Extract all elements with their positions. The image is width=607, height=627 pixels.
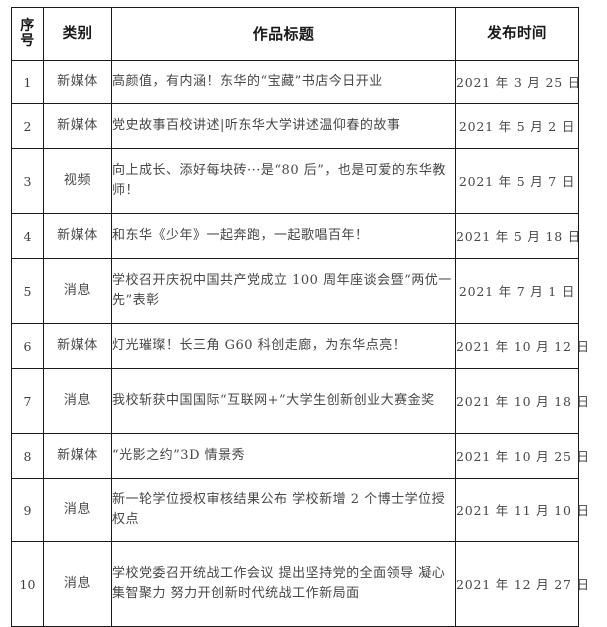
cell-index: 3 xyxy=(11,148,44,214)
table-body: 1 新媒体 高颜值，有内涵！东华的“宝藏”书店今日开业 2021 年 3 月 2… xyxy=(11,60,589,627)
table-row: 3 视频 向上成长、添好每块砖···是“80 后”，也是可爱的东华教师！ 202… xyxy=(11,148,579,214)
cell-category: 新媒体 xyxy=(43,103,112,149)
cell-index: 4 xyxy=(11,213,44,259)
column-header-index-line2: 号 xyxy=(20,33,35,49)
table-row: 8 新媒体 “光影之约”3D 情景秀 2021 年 10 月 25 日 xyxy=(11,433,589,479)
cell-title: 高颜值，有内涵！东华的“宝藏”书店今日开业 xyxy=(111,60,456,104)
cell-title: 学校召开庆祝中国共产党成立 100 周年座谈会暨“两优一先”表彰 xyxy=(111,258,456,324)
table-row: 7 消息 我校斩获中国国际“互联网+”大学生创新创业大赛金奖 2021 年 10… xyxy=(11,368,589,434)
table-header-row: 序 号 类别 作品标题 发布时间 xyxy=(11,7,579,61)
cell-category: 视频 xyxy=(43,148,112,214)
cell-index: 2 xyxy=(11,103,44,149)
table-row: 6 新媒体 灯光璀璨！长三角 G60 科创走廊，为东华点亮！ 2021 年 10… xyxy=(11,323,589,369)
works-list-table: 序 号 类别 作品标题 发布时间 1 新媒体 高颜值，有内涵！东华的“宝藏”书店… xyxy=(11,7,589,627)
cell-date: 2021 年 12 月 27 日 xyxy=(455,541,589,627)
cell-index: 8 xyxy=(11,433,44,479)
cell-title: 向上成长、添好每块砖···是“80 后”，也是可爱的东华教师！ xyxy=(111,148,456,214)
cell-category: 消息 xyxy=(43,368,112,434)
cell-category: 消息 xyxy=(43,258,112,324)
cell-date: 2021 年 5 月 2 日 xyxy=(455,103,579,149)
cell-date: 2021 年 10 月 18 日 xyxy=(455,368,589,434)
cell-index: 5 xyxy=(11,258,44,324)
cell-category: 消息 xyxy=(43,478,112,542)
cell-date: 2021 年 10 月 25 日 xyxy=(455,433,589,479)
cell-title: 我校斩获中国国际“互联网+”大学生创新创业大赛金奖 xyxy=(111,368,456,434)
cell-index: 1 xyxy=(11,60,44,104)
cell-title: 灯光璀璨！长三角 G60 科创走廊，为东华点亮！ xyxy=(111,323,456,369)
cell-index: 9 xyxy=(11,478,44,542)
cell-category: 新媒体 xyxy=(43,433,112,479)
cell-category: 消息 xyxy=(43,541,112,627)
cell-category: 新媒体 xyxy=(43,323,112,369)
cell-index: 10 xyxy=(11,541,44,627)
cell-title: 党史故事百校讲述|听东华大学讲述温仰春的故事 xyxy=(111,103,456,149)
cell-date: 2021 年 3 月 25 日 xyxy=(455,60,580,104)
cell-category: 新媒体 xyxy=(43,213,112,259)
cell-title: 和东华《少年》一起奔跑，一起歌唱百年！ xyxy=(111,213,456,259)
table-row: 10 消息 学校党委召开统战工作会议 提出坚持党的全面领导 凝心集智聚力 努力开… xyxy=(11,541,589,627)
cell-index: 7 xyxy=(11,368,44,434)
cell-date: 2021 年 7 月 1 日 xyxy=(455,258,579,324)
column-header-index: 序 号 xyxy=(11,7,44,61)
cell-date: 2021 年 5 月 7 日 xyxy=(455,148,579,214)
document-page: 序 号 类别 作品标题 发布时间 1 新媒体 高颜值，有内涵！东华的“宝藏”书店… xyxy=(11,7,589,627)
cell-title: 学校党委召开统战工作会议 提出坚持党的全面领导 凝心集智聚力 努力开创新时代统战… xyxy=(111,541,456,627)
table-row: 5 消息 学校召开庆祝中国共产党成立 100 周年座谈会暨“两优一先”表彰 20… xyxy=(11,258,579,324)
cell-category: 新媒体 xyxy=(43,60,112,104)
column-header-title: 作品标题 xyxy=(111,7,456,61)
table-row: 4 新媒体 和东华《少年》一起奔跑，一起歌唱百年！ 2021 年 5 月 18 … xyxy=(11,213,580,259)
table-row: 1 新媒体 高颜值，有内涵！东华的“宝藏”书店今日开业 2021 年 3 月 2… xyxy=(11,60,580,104)
table-row: 9 消息 新一轮学位授权审核结果公布 学校新增 2 个博士学位授权点 2021 … xyxy=(11,478,589,542)
table-row: 2 新媒体 党史故事百校讲述|听东华大学讲述温仰春的故事 2021 年 5 月 … xyxy=(11,103,579,149)
cell-title: “光影之约”3D 情景秀 xyxy=(111,433,456,479)
column-header-category: 类别 xyxy=(43,7,112,61)
table-header: 序 号 类别 作品标题 发布时间 xyxy=(11,7,579,61)
column-header-date: 发布时间 xyxy=(455,7,579,61)
cell-date: 2021 年 5 月 18 日 xyxy=(455,213,580,259)
cell-title: 新一轮学位授权审核结果公布 学校新增 2 个博士学位授权点 xyxy=(111,478,456,542)
cell-date: 2021 年 10 月 12 日 xyxy=(455,323,589,369)
cell-index: 6 xyxy=(11,323,44,369)
column-header-index-line1: 序 xyxy=(20,18,35,35)
cell-date: 2021 年 11 月 10 日 xyxy=(455,478,589,542)
